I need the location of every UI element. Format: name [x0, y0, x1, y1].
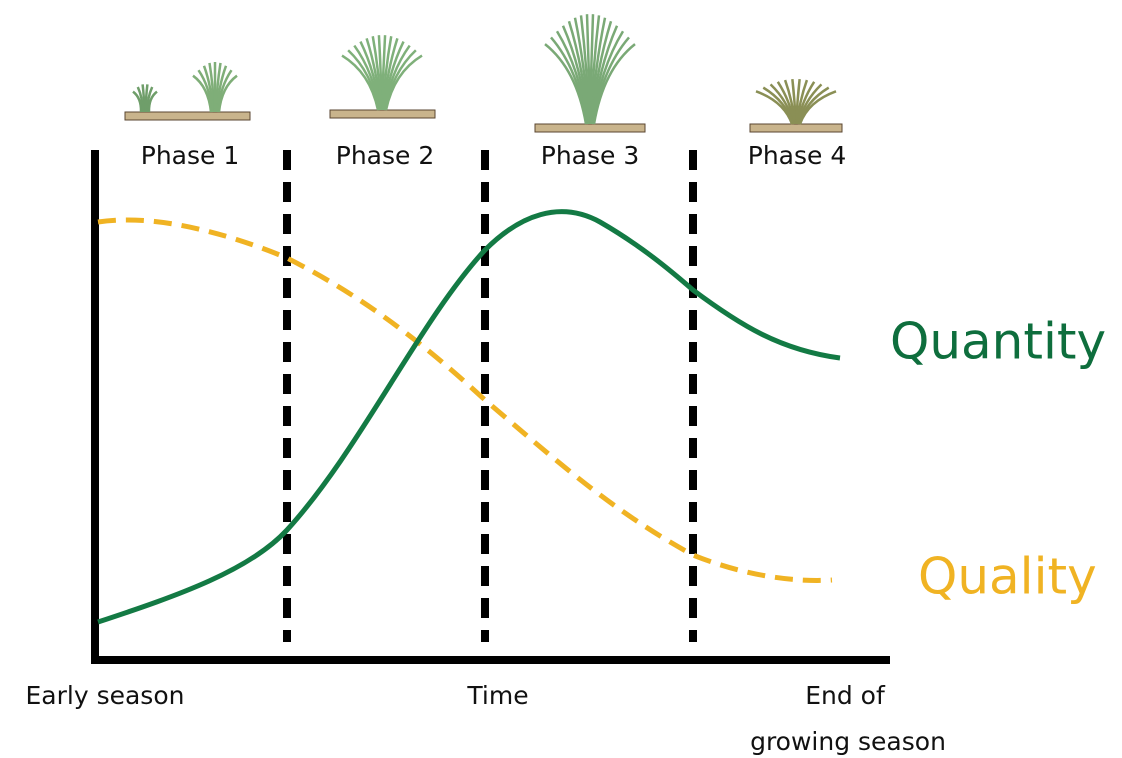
phase-label: Phase 1 [141, 141, 240, 170]
plant-part [750, 124, 842, 132]
quantity-curve [98, 212, 840, 622]
curve-label: Quality [918, 548, 1097, 606]
x-axis-end-label: End of [805, 681, 886, 710]
diagram: Phase 1 Phase 2 Phase 3 Phase 4 Quantity… [0, 0, 1122, 758]
x-axis-start-label: Early season [26, 681, 185, 710]
curve-label: Quantity [890, 313, 1106, 371]
phase-label: Phase 2 [336, 141, 435, 170]
plant-illustrations [125, 14, 842, 132]
plant-part [125, 112, 250, 120]
x-axis-label: Time [466, 681, 528, 710]
phase-label: Phase 3 [541, 141, 640, 170]
phase-label: Phase 4 [748, 141, 847, 170]
x-axis-end-label: growing season [750, 727, 946, 756]
plant-part [330, 110, 435, 118]
plant-part [535, 124, 645, 132]
